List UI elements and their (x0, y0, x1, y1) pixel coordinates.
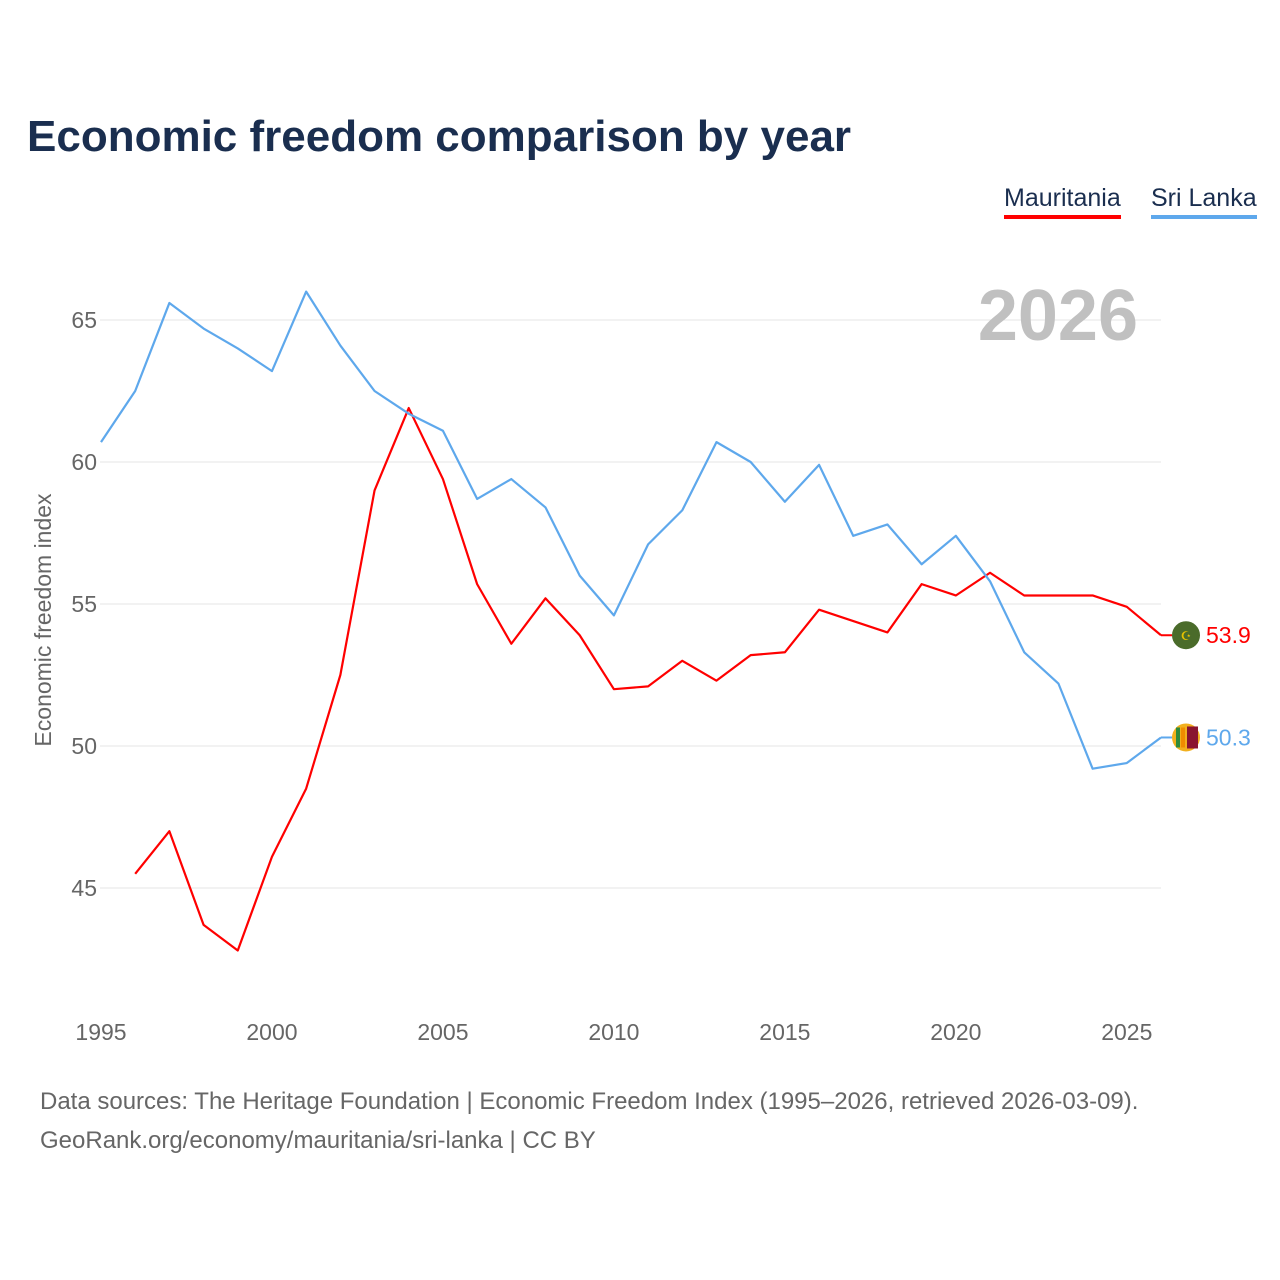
series-line-mauritania (134, 406, 1162, 952)
y-tick-label: 55 (71, 591, 97, 617)
flag-mauritania-icon (1172, 621, 1200, 650)
y-tick-label: 60 (71, 449, 97, 475)
x-tick-label: 2000 (246, 1019, 297, 1045)
series-line-sri-lanka (100, 290, 1162, 770)
chart-title: Economic freedom comparison by year (27, 112, 852, 161)
legend-item-mauritania[interactable]: Mauritania (1004, 184, 1121, 219)
x-tick-label: 2005 (417, 1019, 468, 1045)
x-tick-label: 2020 (930, 1019, 981, 1045)
x-tick-label: 2025 (1101, 1019, 1152, 1045)
legend-item-sri-lanka[interactable]: Sri Lanka (1151, 184, 1257, 219)
year-watermark: 2026 (978, 276, 1138, 356)
y-tick-label: 65 (71, 307, 97, 333)
flag-star-icon: ☪ (1181, 629, 1192, 643)
flag-field-maroon (1187, 726, 1198, 749)
end-value-label: 53.9 (1206, 622, 1251, 648)
y-axis-label: Economic freedom index (30, 493, 56, 747)
x-tick-label: 2015 (759, 1019, 810, 1045)
flag-stripe-green (1176, 727, 1180, 748)
y-tick-label: 50 (71, 733, 97, 759)
flag-stripe-orange (1181, 727, 1185, 748)
footer-source: Data sources: The Heritage Foundation | … (40, 1088, 1139, 1115)
footer-credit: GeoRank.org/economy/mauritania/sri-lanka… (40, 1127, 596, 1154)
x-tick-label: 1995 (75, 1019, 126, 1045)
x-tick-label: 2010 (588, 1019, 639, 1045)
y-tick-label: 45 (71, 875, 97, 901)
end-value-label: 50.3 (1206, 724, 1251, 750)
